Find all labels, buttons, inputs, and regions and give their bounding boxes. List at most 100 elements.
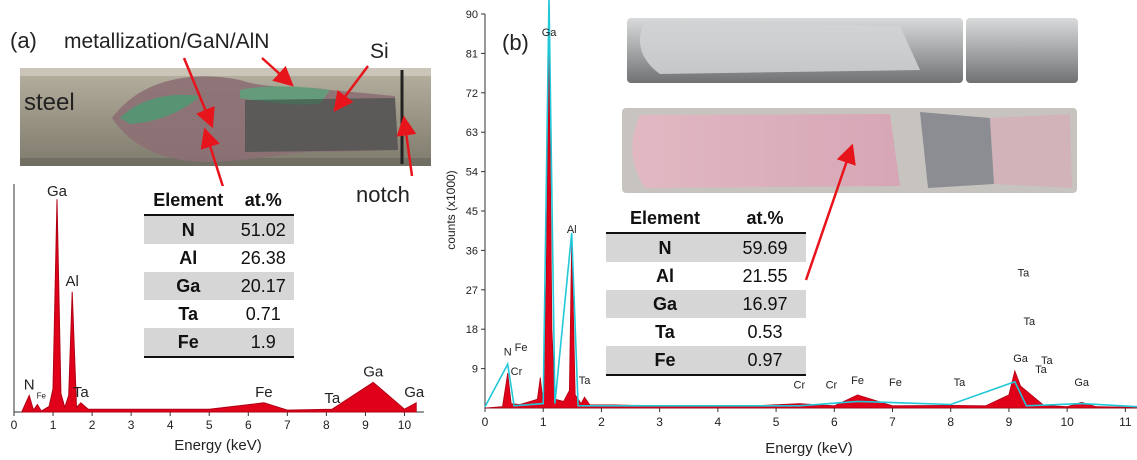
- table-a-header-value: at.%: [232, 186, 294, 216]
- chart-b-x-tick-label: 5: [773, 415, 780, 429]
- chart-b-y-tick-label: 90: [466, 9, 478, 21]
- panel-b-label: (b): [502, 30, 529, 55]
- chart-b-peak-label: Fe: [851, 375, 864, 387]
- chart-a-peak-label: Ta: [324, 390, 341, 407]
- chart-b-x-tick-label: 3: [656, 415, 663, 429]
- chart-b-peak-label: Ga: [1074, 377, 1090, 389]
- table-b-header-element: Element: [606, 204, 724, 234]
- table-b-element: Fe: [606, 346, 724, 376]
- annotation-arrows: [182, 57, 856, 281]
- chart-b-peak-label: Ga: [542, 27, 558, 39]
- chart-a-x-tick-label: 5: [206, 418, 213, 432]
- chart-a-peak-label: Ga: [404, 384, 425, 401]
- table-row: N 51.02: [144, 215, 294, 244]
- chart-a-x-tick-label: 10: [398, 418, 412, 432]
- table-b-element: Ta: [655, 321, 675, 342]
- table-a-value: 26.38: [240, 247, 286, 268]
- photo-label-steel: steel: [24, 89, 75, 116]
- chart-b-y-tick-label: 9: [472, 364, 478, 376]
- table-a-element: Ga: [144, 272, 233, 300]
- chart-b-peak-label: Ta: [1018, 268, 1031, 280]
- panel-a-label: (a): [10, 28, 37, 53]
- chart-b-y-tick-label: 72: [466, 88, 478, 100]
- chart-a-x-tick-label: 8: [323, 418, 330, 432]
- table-b-header-value: at.%: [723, 204, 806, 234]
- chart-a-x-tick-label: 7: [284, 418, 291, 432]
- table-b-element: Al: [655, 265, 674, 286]
- photo-label-notch: notch: [356, 182, 410, 207]
- chart-b-x-tick-label: 9: [1006, 415, 1013, 429]
- chart-b-peak-label: Cr: [794, 379, 806, 391]
- chart-b-peak-label: Fe: [515, 342, 528, 354]
- chart-b-x-tick-label: 10: [1060, 415, 1074, 429]
- chart-b-peak-label: Fe: [889, 377, 902, 389]
- chart-b-x-tick-label: 2: [598, 415, 605, 429]
- chart-b-x-tick-label: 11: [1119, 415, 1132, 429]
- table-row: Al 26.38: [144, 244, 294, 272]
- element-table-b: Element at.% N 59.69 Al 21.55 Ga 16.97 T…: [606, 204, 806, 376]
- table-row: Ta 0.53: [606, 318, 806, 346]
- chart-b-x-tick-label: 0: [482, 415, 489, 429]
- chart-b-peak-label: Al: [567, 224, 577, 236]
- chart-a-peak-label: Ga: [363, 363, 384, 380]
- table-a-element: Fe: [144, 328, 233, 358]
- chart-b-spectrum-primary: [484, 31, 1137, 409]
- table-row: Ga 20.17: [144, 272, 294, 300]
- chart-b-y-tick-label: 81: [466, 48, 478, 60]
- chart-b-peak-label: Ga: [1013, 353, 1029, 365]
- chart-b-x-tick-label: 8: [947, 415, 954, 429]
- chart-a-x-tick-label: 4: [167, 418, 174, 432]
- chart-a-x-tick-label: 1: [50, 418, 57, 432]
- chart-a-xlabel: Energy (keV): [174, 437, 262, 454]
- chart-a-x-tick-label: 6: [245, 418, 252, 432]
- chart-a-peak-label: Ga: [47, 183, 68, 200]
- arrow-metallization-2: [261, 57, 294, 87]
- table-b-value: 59.69: [723, 233, 806, 262]
- chart-b-peak-label: Ta: [954, 377, 967, 389]
- arrow-metallization-1: [182, 57, 215, 129]
- table-a-header-element: Element: [144, 186, 233, 216]
- table-row: N 59.69: [606, 233, 806, 262]
- chart-a-peak-label: Ta: [73, 384, 90, 401]
- chart-b-spectrum-overlay: [484, 0, 1137, 408]
- sample-bar-top-right: [966, 18, 1078, 83]
- table-a-element: Al: [179, 247, 198, 268]
- table-row: Fe 1.9: [144, 328, 294, 358]
- table-row: Ta 0.71: [144, 300, 294, 328]
- table-a-value: 20.17: [232, 272, 294, 300]
- chart-a-peak-label: N: [24, 376, 35, 393]
- chart-b-y-tick-label: 36: [466, 245, 478, 257]
- chart-b-ylabel: counts (x1000): [444, 170, 458, 249]
- table-row: Ga 16.97: [606, 290, 806, 318]
- chart-a-peak-label: Fe: [37, 392, 47, 401]
- table-a-value: 0.71: [245, 303, 281, 324]
- chart-a-x-tick-label: 0: [11, 418, 18, 432]
- chart-b-peak-label: Ta: [1035, 364, 1048, 376]
- arrow-table-a: [200, 127, 226, 191]
- chart-b-y-tick-label: 54: [466, 167, 478, 179]
- chart-b-peak-label: Ta: [1041, 355, 1054, 367]
- chart-b-x-tick-label: 1: [540, 415, 547, 429]
- chart-b-peak-label: Ta: [579, 375, 592, 387]
- chart-a-spectrum: [21, 199, 417, 413]
- panel-a-photo: [20, 68, 431, 166]
- chart-b-y-tick-label: 63: [466, 127, 478, 139]
- table-a-element: Ta: [178, 303, 199, 324]
- chart-b-peak-label: Ta: [1023, 316, 1036, 328]
- table-b-value: 0.97: [723, 346, 806, 376]
- table-b-element: Ga: [606, 290, 724, 318]
- chart-b-x-tick-label: 6: [831, 415, 838, 429]
- chart-b-xlabel: Energy (keV): [765, 440, 853, 457]
- table-a-element: N: [144, 215, 233, 244]
- photo-label-si: Si: [370, 40, 389, 63]
- chart-b-peak-label: N: [504, 346, 512, 358]
- chart-b-y-tick-label: 27: [466, 285, 478, 297]
- table-a-value: 1.9: [232, 328, 294, 358]
- chart-b-x-tick-label: 7: [889, 415, 896, 429]
- photo-label-metallization: metallization/GaN/AlN: [64, 30, 269, 53]
- arrow-table-b: [804, 143, 856, 281]
- table-row: Fe 0.97: [606, 346, 806, 376]
- chart-a-x-tick-label: 3: [128, 418, 135, 432]
